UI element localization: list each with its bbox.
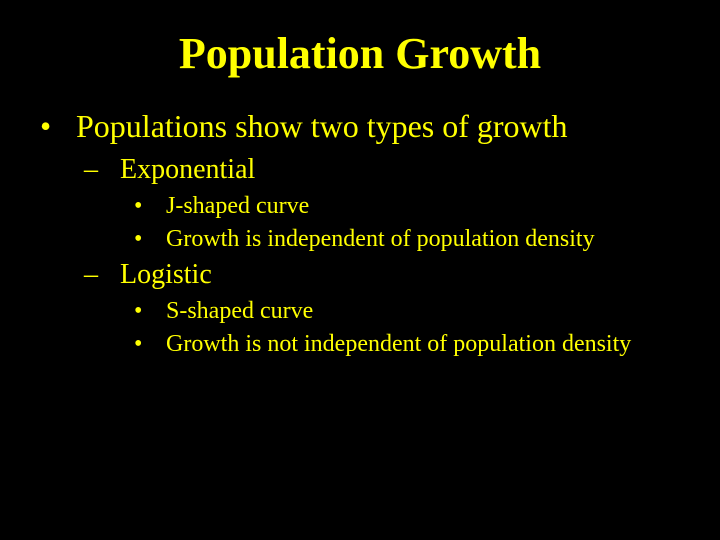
bullet-level3: •J-shaped curve <box>150 191 680 222</box>
bullet-level3: •Growth is not independent of population… <box>150 329 680 360</box>
bullet-level1: •Populations show two types of growth <box>58 106 680 146</box>
bullet-icon: • <box>58 106 76 146</box>
slide-title: Population Growth <box>40 30 680 78</box>
bullet-text: Growth is not independent of population … <box>166 331 631 357</box>
bullet-text: J-shaped curve <box>166 193 309 219</box>
bullet-icon: • <box>150 191 166 222</box>
bullet-level2: –Exponential <box>102 152 680 188</box>
dash-icon: – <box>102 257 120 293</box>
bullet-text: S-shaped curve <box>166 298 313 324</box>
bullet-text: Logistic <box>120 259 212 290</box>
bullet-icon: • <box>150 329 166 360</box>
bullet-icon: • <box>150 296 166 327</box>
bullet-icon: • <box>150 224 166 255</box>
bullet-text: Exponential <box>120 154 255 185</box>
bullet-text: Growth is independent of population dens… <box>166 226 595 252</box>
bullet-text: Populations show two types of growth <box>76 108 568 144</box>
dash-icon: – <box>102 152 120 188</box>
slide: Population Growth •Populations show two … <box>0 0 720 540</box>
bullet-level2: –Logistic <box>102 257 680 293</box>
bullet-level3: •S-shaped curve <box>150 296 680 327</box>
bullet-level3: •Growth is independent of population den… <box>150 224 680 255</box>
